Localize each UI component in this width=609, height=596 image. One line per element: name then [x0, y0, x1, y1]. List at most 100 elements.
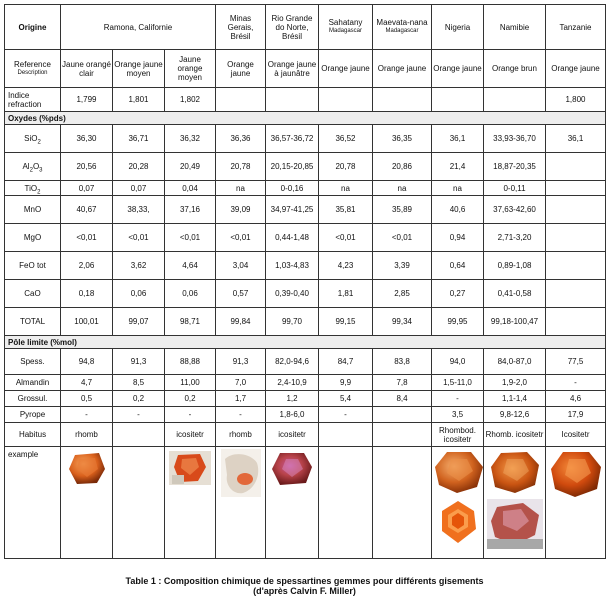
oxides-value: 39,09	[215, 195, 266, 224]
poles-label: Grossul.	[4, 390, 61, 407]
oxides-label-text: CaO	[24, 289, 41, 298]
gem-photo	[68, 453, 105, 484]
oxides-value: 2,71-3,20	[483, 223, 546, 252]
oxides-value: 0,18	[60, 279, 113, 308]
origin-row: Origine Ramona, Californie Minas Gerais,…	[4, 4, 606, 50]
refraction-value	[431, 87, 484, 112]
oxides-label-text: MgO	[23, 233, 42, 242]
oxides-value: 20,49	[164, 152, 216, 181]
example-photo-cell	[265, 446, 319, 559]
poles-section-row: Pôle limite (%mol)	[4, 335, 606, 349]
oxides-value: 0,89-1,08	[483, 251, 546, 280]
oxides-value: 0-0,11	[483, 180, 546, 196]
poles-value: 88,88	[164, 348, 216, 375]
poles-value: 84,7	[318, 348, 373, 375]
example-photo-cell	[112, 446, 165, 559]
poles-value: 1,7	[215, 390, 266, 407]
oxides-label: TOTAL	[4, 307, 61, 336]
poles-value: 0,2	[164, 390, 216, 407]
origin-maevatanana-country: Madagascar	[385, 28, 419, 34]
poles-value: 7,0	[215, 374, 266, 391]
habitus-value	[112, 422, 165, 447]
oxides-value: 35,81	[318, 195, 373, 224]
oxides-value: 36,32	[164, 124, 216, 153]
oxides-value: 0,41-0,58	[483, 279, 546, 308]
poles-value: 82,0-94,6	[265, 348, 319, 375]
oxides-value	[545, 152, 606, 181]
oxides-value: 36,71	[112, 124, 165, 153]
reference-value: Orange jaune	[372, 49, 432, 88]
origin-maevatanana-name: Maevata-nana	[376, 18, 428, 27]
habitus-row: Habitus rhomb icositetr rhomb icositetr …	[4, 422, 606, 447]
oxides-value: 3,04	[215, 251, 266, 280]
poles-value: 94,0	[431, 348, 484, 375]
gem-photo	[435, 452, 483, 493]
oxides-value: 20,15-20,85	[265, 152, 319, 181]
poles-value: 3,5	[431, 406, 484, 423]
oxides-value: <0,01	[215, 223, 266, 252]
oxides-label-text: SiO	[24, 134, 38, 143]
refraction-row: Indice refraction 1,799 1,801 1,802 1,80…	[4, 87, 606, 112]
habitus-value: rhomb	[60, 422, 113, 447]
poles-label: Pyrope	[4, 406, 61, 423]
oxides-row: FeO tot 2,06 3,62 4,64 3,04 1,03-4,83 4,23 3,39…	[4, 251, 606, 280]
poles-value: -	[545, 374, 606, 391]
oxides-row: TOTAL 100,01 99,07 98,71 99,84 99,70 99,15 99,3…	[4, 307, 606, 336]
oxides-value: 0,39-0,40	[265, 279, 319, 308]
origin-label: Origine	[4, 4, 61, 50]
oxides-value: 4,23	[318, 251, 373, 280]
oxides-label-subscript: 2	[37, 189, 41, 196]
habitus-value: Rhomb. icositetr	[483, 422, 546, 447]
refraction-value: 1,802	[164, 87, 216, 112]
origin-tanzanie: Tanzanie	[545, 4, 606, 50]
refraction-value: 1,801	[112, 87, 165, 112]
example-photo-cell	[483, 446, 546, 559]
oxides-value: 99,15	[318, 307, 373, 336]
poles-value: 1,5-11,0	[431, 374, 484, 391]
poles-value: 91,3	[112, 348, 165, 375]
oxides-value: 0,64	[431, 251, 484, 280]
oxides-value: 0,07	[112, 180, 165, 196]
poles-value: -	[215, 406, 266, 423]
poles-value: 9,8-12,6	[483, 406, 546, 423]
oxides-value: 0,27	[431, 279, 484, 308]
oxides-value: 1,03-4,83	[265, 251, 319, 280]
origin-sahatany: Sahatany Madagascar	[318, 4, 373, 50]
caption-line-1: Table 1 : Composition chimique de spessa…	[125, 576, 484, 586]
oxides-row: SiO2 36,30 36,71 36,32 36,36 36,57-36,72 36,52…	[4, 124, 606, 153]
poles-value: 1,8-6,0	[265, 406, 319, 423]
poles-label-text: Almandin	[15, 378, 50, 387]
poles-value: -	[60, 406, 113, 423]
habitus-value	[318, 422, 373, 447]
origin-rio-grande: Rio Grande do Norte, Brésil	[265, 4, 319, 50]
poles-body: Spess. 94,8 91,3 88,88 91,3 82,0-94,6 84,7 83,8…	[4, 348, 606, 423]
habitus-value	[372, 422, 432, 447]
oxides-value: na	[431, 180, 484, 196]
reference-value: Orange jaune moyen	[112, 49, 165, 88]
oxides-value: 36,36	[215, 124, 266, 153]
habitus-value: icositetr	[164, 422, 216, 447]
habitus-value: icositetr	[265, 422, 319, 447]
poles-value: 8,4	[372, 390, 432, 407]
example-row: example	[4, 446, 606, 559]
poles-label-text: Spess.	[20, 357, 45, 366]
poles-value: 4,6	[545, 390, 606, 407]
oxides-value: 37,63-42,60	[483, 195, 546, 224]
origin-namibie: Namibie	[483, 4, 546, 50]
reference-sublabel-text: Description	[17, 69, 48, 76]
refraction-value: 1,799	[60, 87, 113, 112]
oxides-section-title: Oxydes (%pds)	[4, 111, 606, 125]
example-photo-cell	[431, 446, 484, 559]
oxides-value: 99,18-100,47	[483, 307, 546, 336]
poles-value: -	[431, 390, 484, 407]
poles-row: Spess. 94,8 91,3 88,88 91,3 82,0-94,6 84,7 83,8…	[4, 348, 606, 375]
oxides-value	[545, 223, 606, 252]
example-label: example	[4, 446, 61, 559]
gem-photo	[169, 451, 211, 485]
oxides-value: 20,86	[372, 152, 432, 181]
caption-line-2: (d'après Calvin F. Miller)	[253, 586, 356, 596]
oxides-label-subscript: 2	[37, 139, 41, 146]
oxides-value: 99,84	[215, 307, 266, 336]
oxides-value: <0,01	[60, 223, 113, 252]
origin-nigeria: Nigeria	[431, 4, 484, 50]
